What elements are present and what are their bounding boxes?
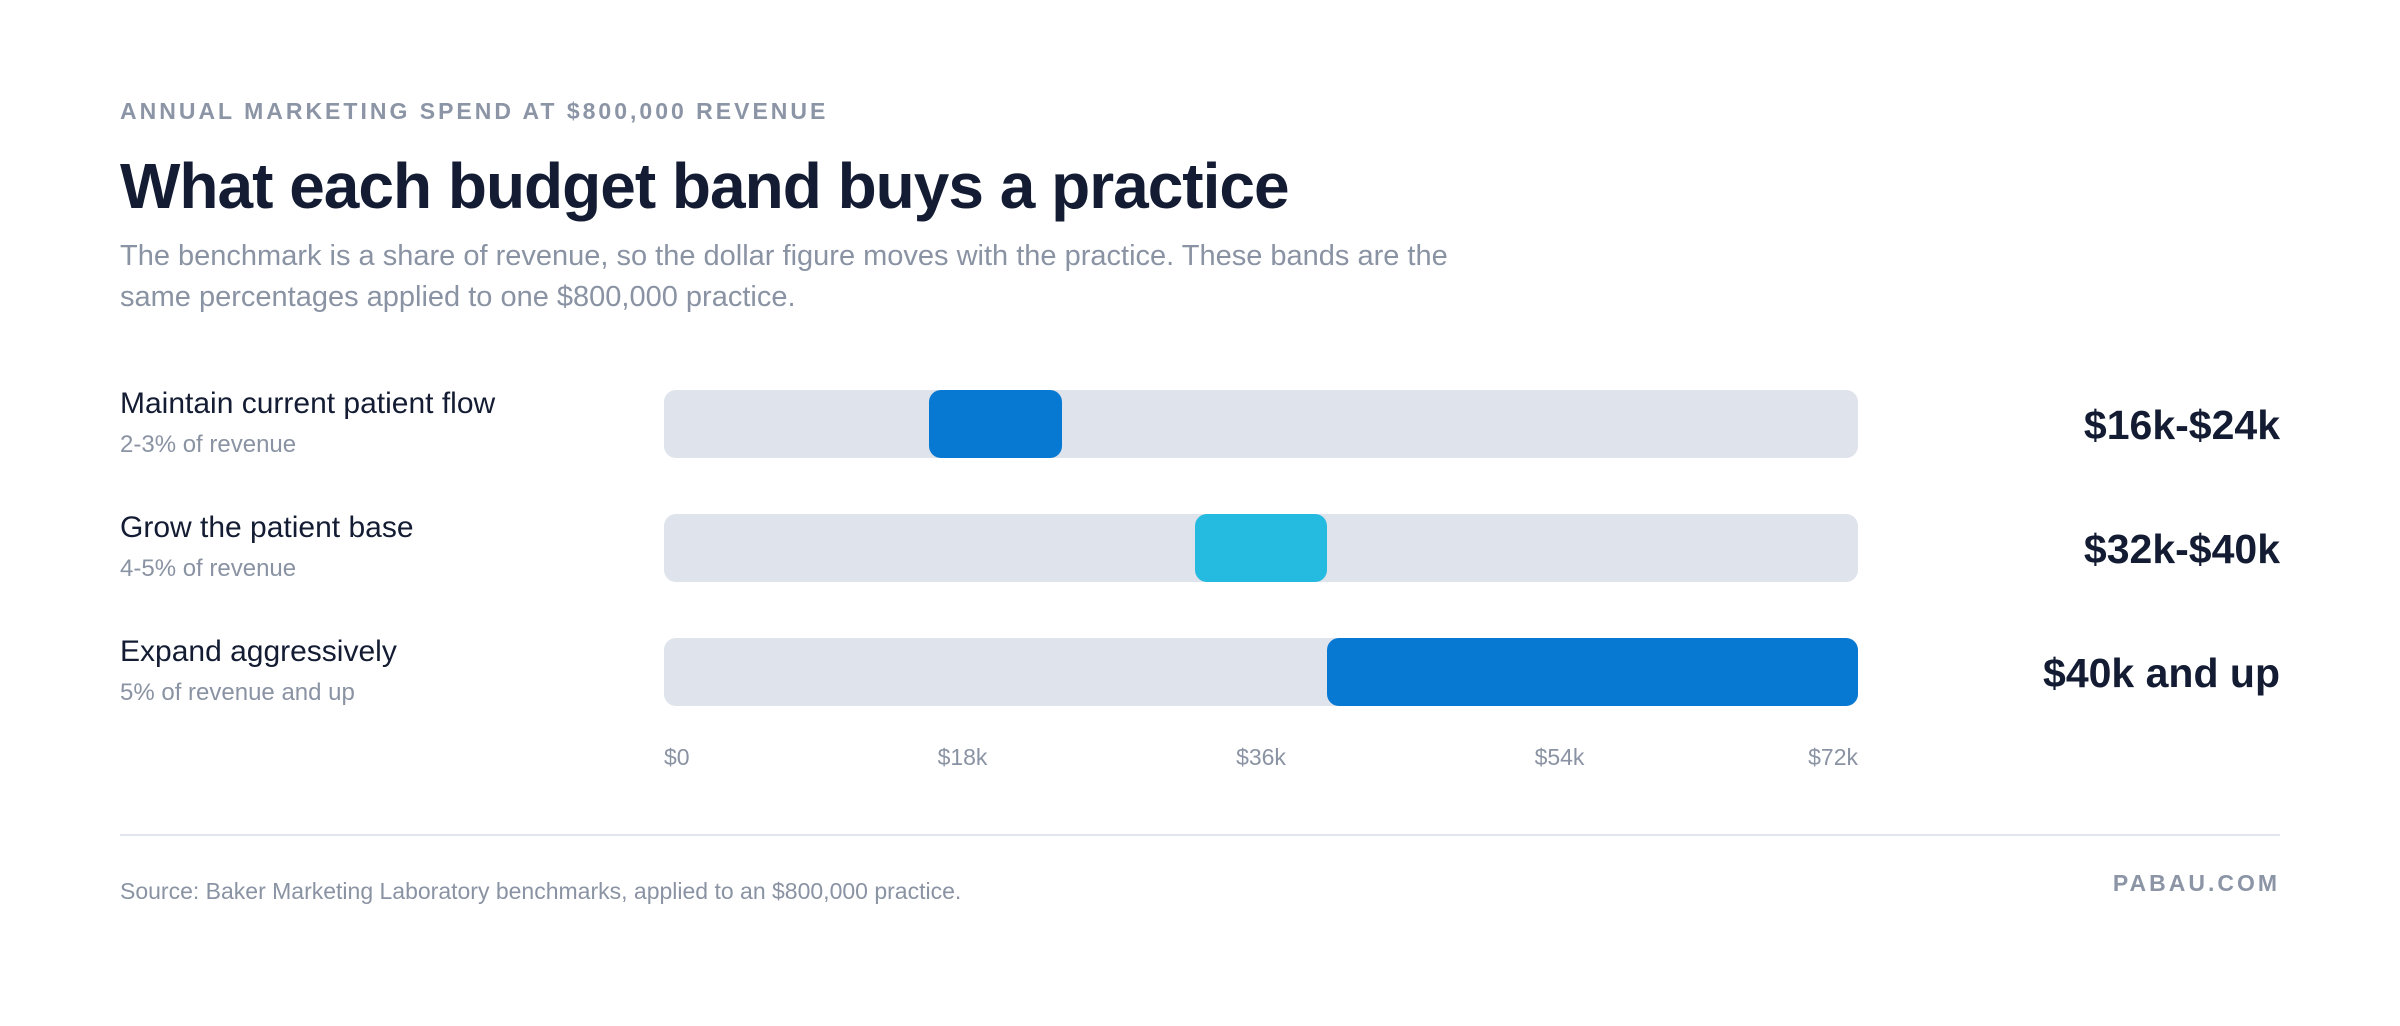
row-sublabel: 2-3% of revenue: [120, 431, 297, 458]
chart-eyebrow: ANNUAL MARKETING SPEND AT $800,000 REVEN…: [120, 98, 829, 124]
range-value-maintain: $16k-$24k: [2083, 402, 2280, 448]
bar-band-grow: [1194, 514, 1328, 582]
footer-divider: [120, 834, 2280, 836]
chart-subtitle: The benchmark is a share of revenue, so …: [120, 240, 1448, 313]
row-label-expand: Expand aggressively 5% of revenue and up: [120, 634, 397, 710]
chart-title: What each budget band buys a practice: [120, 150, 1290, 222]
row-sublabel: 5% of revenue and up: [120, 679, 355, 706]
x-tick-label: $0: [664, 744, 690, 770]
row-sublabel: 4-5% of revenue: [120, 555, 297, 582]
source-note: Source: Baker Marketing Laboratory bench…: [120, 878, 962, 904]
bar-band-maintain: [929, 390, 1062, 458]
bar-track-expand: [664, 638, 1858, 706]
row-label-maintain: Maintain current patient flow 2-3% of re…: [120, 386, 495, 462]
x-tick-label: $18k: [937, 744, 988, 770]
row-name: Maintain current patient flow: [120, 387, 496, 420]
range-value-expand: $40k and up: [2043, 650, 2280, 696]
row-name: Expand aggressively: [120, 635, 397, 668]
bar-track-maintain: [664, 390, 1858, 458]
row-name: Grow the patient base: [120, 511, 414, 544]
range-value-grow: $32k-$40k: [2083, 526, 2280, 572]
bar-band-expand: [1327, 638, 1858, 706]
x-tick-label: $54k: [1534, 744, 1585, 770]
x-tick-label: $36k: [1236, 744, 1286, 770]
row-label-grow: Grow the patient base 4-5% of revenue: [120, 510, 414, 586]
x-tick-label: $72k: [1808, 744, 1858, 770]
brand-mark: PABAU.COM: [2112, 870, 2280, 896]
bar-track-grow: [664, 514, 1858, 582]
